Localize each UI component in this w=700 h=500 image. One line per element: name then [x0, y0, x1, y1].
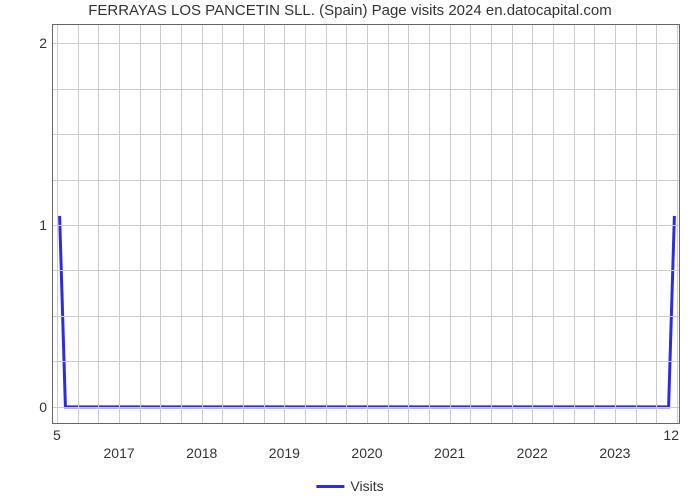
y-tick-label: 1 — [39, 217, 53, 233]
chart-title: FERRAYAS LOS PANCETIN SLL. (Spain) Page … — [0, 2, 700, 19]
grid-line-vertical — [491, 25, 492, 423]
grid-line-vertical — [264, 25, 265, 423]
grid-line-vertical — [181, 25, 182, 423]
grid-line-horizontal — [53, 43, 679, 44]
plot-area: 5 12 0122017201820192020202120222023 — [52, 24, 680, 424]
grid-line-vertical — [470, 25, 471, 423]
grid-line-vertical — [677, 25, 678, 423]
grid-line-horizontal — [53, 134, 679, 135]
legend: Visits — [316, 478, 383, 494]
secondary-x-right: 12 — [663, 423, 679, 443]
x-tick-label: 2017 — [104, 423, 135, 461]
secondary-x-left: 5 — [53, 423, 61, 443]
legend-label: Visits — [350, 478, 383, 494]
grid-line-vertical — [119, 25, 120, 423]
grid-line-vertical — [636, 25, 637, 423]
x-tick-label: 2021 — [434, 423, 465, 461]
grid-line-vertical — [450, 25, 451, 423]
grid-line-vertical — [512, 25, 513, 423]
grid-line-horizontal — [53, 180, 679, 181]
grid-line-horizontal — [53, 270, 679, 271]
grid-line-vertical — [78, 25, 79, 423]
grid-line-vertical — [656, 25, 657, 423]
grid-line-vertical — [367, 25, 368, 423]
grid-line-vertical — [553, 25, 554, 423]
chart-container: FERRAYAS LOS PANCETIN SLL. (Spain) Page … — [0, 0, 700, 500]
x-tick-label: 2019 — [269, 423, 300, 461]
grid-line-vertical — [202, 25, 203, 423]
grid-line-vertical — [222, 25, 223, 423]
grid-line-horizontal — [53, 361, 679, 362]
grid-line-horizontal — [53, 407, 679, 408]
grid-line-vertical — [408, 25, 409, 423]
grid-line-vertical — [98, 25, 99, 423]
grid-line-vertical — [429, 25, 430, 423]
x-tick-label: 2023 — [599, 423, 630, 461]
grid-line-horizontal — [53, 225, 679, 226]
grid-line-vertical — [160, 25, 161, 423]
y-tick-label: 2 — [39, 35, 53, 51]
legend-swatch — [316, 485, 344, 488]
grid-line-vertical — [305, 25, 306, 423]
grid-line-horizontal — [53, 89, 679, 90]
x-tick-label: 2018 — [186, 423, 217, 461]
grid-line-vertical — [594, 25, 595, 423]
grid-line-vertical — [388, 25, 389, 423]
grid-line-horizontal — [53, 316, 679, 317]
grid-line-vertical — [140, 25, 141, 423]
grid-line-vertical — [284, 25, 285, 423]
grid-line-vertical — [326, 25, 327, 423]
grid-line-vertical — [57, 25, 58, 423]
grid-line-vertical — [615, 25, 616, 423]
y-tick-label: 0 — [39, 399, 53, 415]
grid-line-vertical — [574, 25, 575, 423]
x-tick-label: 2022 — [517, 423, 548, 461]
grid-line-vertical — [532, 25, 533, 423]
grid-line-vertical — [243, 25, 244, 423]
x-tick-label: 2020 — [351, 423, 382, 461]
grid-line-vertical — [346, 25, 347, 423]
